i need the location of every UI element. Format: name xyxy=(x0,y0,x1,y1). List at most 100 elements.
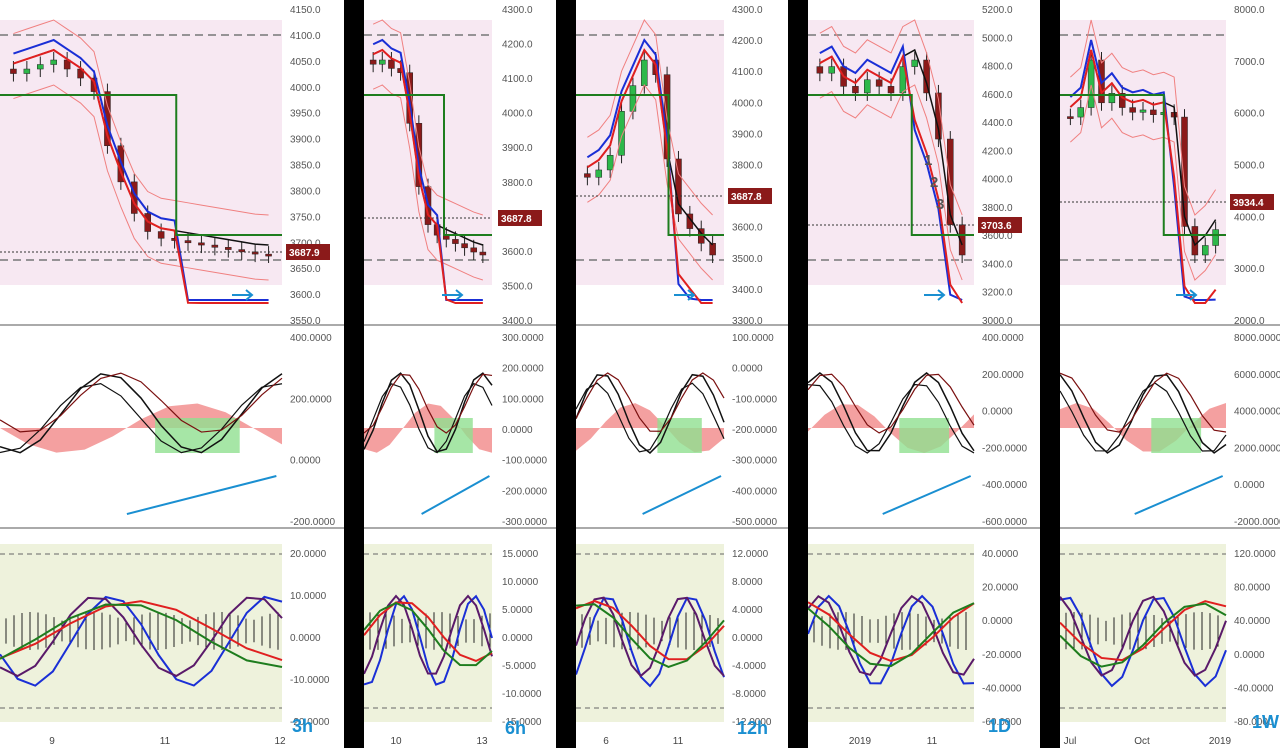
macd-tick-label: -200.0000 xyxy=(502,486,547,497)
fast-line xyxy=(372,38,483,301)
fast-line xyxy=(13,38,269,301)
price-tick-label: 3950.0 xyxy=(290,109,321,120)
x-tick-label: 10 xyxy=(390,736,402,747)
price-tick-label: 4000.0 xyxy=(1234,212,1265,223)
osc-tick-label: 20.0000 xyxy=(982,583,1019,594)
trendline-annotation xyxy=(642,475,722,515)
macd-tick-label: 0.0000 xyxy=(502,425,533,436)
macd-tick-label: 100.0000 xyxy=(732,333,774,344)
support-step-line xyxy=(1060,94,1226,236)
price-tick-label: 4600.0 xyxy=(982,90,1013,101)
candle xyxy=(887,86,895,94)
upper-band-line xyxy=(819,19,963,216)
candle xyxy=(452,239,459,244)
timeframe-label: 3h xyxy=(292,716,314,736)
osc-tick-label: -40.0000 xyxy=(982,683,1022,694)
osc-red-line xyxy=(576,599,725,661)
chart-6h: 4300.04200.04100.04000.03900.03800.03700… xyxy=(364,0,556,748)
candle xyxy=(157,231,165,239)
trendline-annotation xyxy=(882,475,972,515)
macd-tick-label: 400.0000 xyxy=(982,333,1024,344)
price-tick-label: 3600.0 xyxy=(732,223,763,234)
candle xyxy=(461,243,468,249)
fast-line xyxy=(586,38,713,301)
price-tick-label: 5000.0 xyxy=(982,33,1013,44)
osc-tick-label: 4.0000 xyxy=(732,605,763,616)
candle xyxy=(606,155,614,171)
price-tick-label: 3800.0 xyxy=(502,178,533,189)
osc-tick-label: -80.0000 xyxy=(1234,717,1274,728)
candle xyxy=(198,242,205,246)
osc-tick-label: 10.0000 xyxy=(502,577,539,588)
price-tick-label: 3600.0 xyxy=(290,290,321,301)
x-tick-label: 6 xyxy=(603,736,609,747)
macd-tick-label: 0.0000 xyxy=(290,456,321,467)
price-tick-label: 3200.0 xyxy=(982,288,1013,299)
osc-tick-label: -5.0000 xyxy=(502,661,536,672)
support-step-line xyxy=(364,94,492,236)
macd-histogram-green xyxy=(899,418,950,453)
last-price-tag xyxy=(728,188,772,204)
last-price-value: 3703.6 xyxy=(981,221,1012,232)
last-price-value: 3687.9 xyxy=(289,248,320,259)
separator xyxy=(788,0,808,748)
price-tick-label: 4150.0 xyxy=(290,5,321,16)
osc-tick-label: 0.0000 xyxy=(502,633,533,644)
x-tick-label: 11 xyxy=(160,736,171,747)
osc-tick-label: -12.0000 xyxy=(732,717,772,728)
macd-tick-label: -100.0000 xyxy=(732,394,777,405)
macd-tick-label: 4000.0000 xyxy=(1234,407,1280,418)
candle xyxy=(618,111,625,156)
candle xyxy=(470,247,477,253)
price-tick-label: 4000.0 xyxy=(290,83,321,94)
candle xyxy=(225,247,232,250)
macd-tick-label: 400.0000 xyxy=(290,333,332,344)
trendline-annotation xyxy=(126,475,277,515)
osc-tick-label: 12.0000 xyxy=(732,549,769,560)
slow-line xyxy=(819,53,963,304)
price-tick-label: 5200.0 xyxy=(982,5,1013,16)
support-step-line xyxy=(0,94,282,236)
x-tick-label: 2019 xyxy=(1209,736,1232,747)
macd-tick-label: -500.0000 xyxy=(732,517,777,528)
price-tick-label: 3300.0 xyxy=(732,316,763,327)
osc-tick-label: 10.0000 xyxy=(290,591,327,602)
osc-tick-label: -20.0000 xyxy=(982,650,1022,661)
osc-tick-label: 40.0000 xyxy=(1234,616,1271,627)
macd-line-dark xyxy=(0,372,283,433)
osc-fast-line xyxy=(808,594,975,685)
chart-1d: 5200.0 5000.0 4800.0 4600.0 4400.0 4200.0 4000… xyxy=(808,0,1040,748)
price-tick-label: 3500.0 xyxy=(502,281,533,292)
macd-tick-label: -2000.0000 xyxy=(1234,517,1280,528)
price-tick-label: 3800.0 xyxy=(290,186,321,197)
macd-tick-label: 0.0000 xyxy=(732,364,763,375)
signal-line xyxy=(0,382,283,454)
osc-tick-label: -10.0000 xyxy=(290,675,330,686)
oscillator-band xyxy=(0,544,282,722)
candle xyxy=(595,169,603,178)
lower-band-line xyxy=(587,84,713,281)
osc-tick-label: 0.0000 xyxy=(732,633,763,644)
slow-line xyxy=(1069,49,1217,304)
x-tick-label: Oct xyxy=(1134,736,1150,747)
price-tick-label: 3750.0 xyxy=(290,212,321,223)
macd-line-dark xyxy=(364,373,493,434)
osc-red-line xyxy=(364,601,493,663)
trendline-annotation xyxy=(421,475,490,515)
osc-green-line xyxy=(0,603,283,668)
macd-tick-label: 2000.0000 xyxy=(1234,443,1280,454)
osc-tick-label: -20.0000 xyxy=(290,717,330,728)
osc-tick-label: -10.0000 xyxy=(502,689,542,700)
annotation-arrow-icon xyxy=(1176,289,1198,301)
chart-1w-svg: 8000.0 7000.0 6000.0 5000.0 4000.0 3000.0 2000… xyxy=(1060,5,1280,747)
price-tick-label: 3800.0 xyxy=(732,161,763,172)
macd-tick-label: 200.0000 xyxy=(502,364,544,375)
macd-tick-label: 0.0000 xyxy=(1234,480,1265,491)
candle xyxy=(816,66,824,74)
price-tick-label: 3650.0 xyxy=(290,264,321,275)
price-band xyxy=(576,20,724,285)
price-tick-label: 3500.0 xyxy=(732,254,763,265)
last-price-value: 3687.8 xyxy=(731,192,762,203)
lower-band-line xyxy=(372,84,484,281)
x-tick-label: 12 xyxy=(274,736,286,747)
